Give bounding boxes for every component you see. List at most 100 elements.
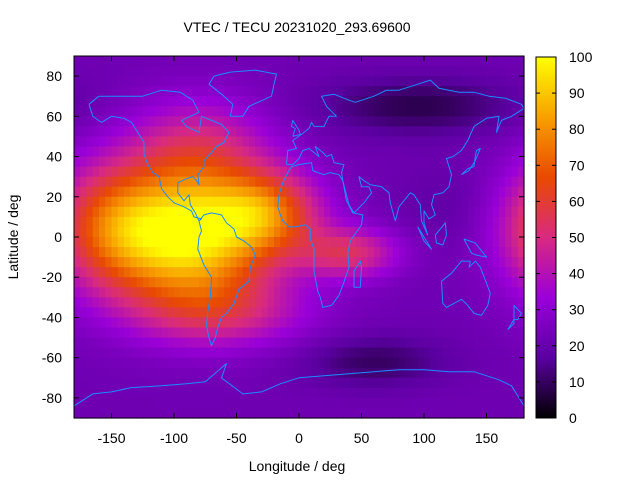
heatmap-cell <box>311 307 319 319</box>
heatmap-cell <box>155 367 163 379</box>
heatmap-cell <box>186 96 194 107</box>
heatmap-cell <box>280 277 288 288</box>
heatmap-cell <box>167 277 175 288</box>
heatmap-cell <box>205 216 213 228</box>
heatmap-cell <box>224 206 231 218</box>
heatmap-cell <box>99 196 106 208</box>
heatmap-cell <box>199 56 206 67</box>
heatmap-cell <box>224 136 231 148</box>
heatmap-cell <box>361 337 369 349</box>
heatmap-cell <box>274 136 281 148</box>
heatmap-cell <box>305 116 313 127</box>
heatmap-cell <box>355 247 363 258</box>
heatmap-cell <box>517 357 525 369</box>
heatmap-cell <box>449 407 456 419</box>
heatmap-cell <box>324 377 331 389</box>
heatmap-cell <box>392 116 400 127</box>
heatmap-cell <box>486 387 494 399</box>
heatmap-cell <box>392 66 400 77</box>
heatmap-cell <box>267 96 275 107</box>
heatmap-cell <box>517 247 525 258</box>
heatmap-cell <box>305 267 313 278</box>
heatmap-cell <box>455 206 463 218</box>
heatmap-cell <box>117 66 125 77</box>
heatmap-cell <box>386 216 394 228</box>
heatmap-cell <box>505 307 513 319</box>
heatmap-cell <box>499 397 506 409</box>
heatmap-cell <box>161 407 169 419</box>
heatmap-cell <box>392 297 400 308</box>
heatmap-cell <box>311 206 319 218</box>
heatmap-cell <box>205 257 213 268</box>
heatmap-cell <box>517 257 525 268</box>
heatmap-cell <box>405 347 413 359</box>
heatmap-cell <box>261 56 269 67</box>
heatmap-cell <box>249 216 256 228</box>
heatmap-cell <box>261 287 269 298</box>
heatmap-cell <box>167 367 175 379</box>
heatmap-cell <box>374 206 381 218</box>
heatmap-cell <box>405 407 413 419</box>
heatmap-cell <box>417 96 425 107</box>
heatmap-cell <box>442 176 450 188</box>
heatmap-cell <box>80 337 88 349</box>
heatmap-cell <box>317 267 325 278</box>
heatmap-cell <box>161 307 169 319</box>
heatmap-cell <box>86 156 94 168</box>
heatmap-cell <box>336 56 344 67</box>
heatmap-cell <box>455 397 463 409</box>
heatmap-cell <box>336 126 344 138</box>
heatmap-cell <box>474 106 481 117</box>
heatmap-cell <box>299 196 306 208</box>
heatmap-cell <box>380 337 388 349</box>
heatmap-cell <box>242 377 250 389</box>
heatmap-cell <box>480 357 488 369</box>
heatmap-cell <box>499 156 506 168</box>
heatmap-cell <box>274 116 281 127</box>
heatmap-cell <box>417 126 425 138</box>
heatmap-cell <box>149 196 156 208</box>
heatmap-cell <box>192 257 200 268</box>
heatmap-cell <box>330 186 338 198</box>
heatmap-cell <box>492 287 500 298</box>
heatmap-cell <box>405 116 413 127</box>
heatmap-cell <box>92 126 100 138</box>
heatmap-cell <box>386 397 394 409</box>
heatmap-cell <box>130 196 138 208</box>
heatmap-cell <box>274 146 281 158</box>
heatmap-cell <box>249 176 256 188</box>
heatmap-cell <box>349 66 356 77</box>
heatmap-cell <box>292 186 300 198</box>
heatmap-cell <box>180 126 188 138</box>
heatmap-cell <box>155 317 163 329</box>
heatmap-cell <box>392 277 400 288</box>
heatmap-cell <box>486 267 494 278</box>
heatmap-cell <box>324 337 331 349</box>
heatmap-cell <box>286 297 294 308</box>
heatmap-cell <box>505 327 513 339</box>
heatmap-cell <box>255 56 263 67</box>
heatmap-cell <box>205 397 213 409</box>
heatmap-cell <box>274 407 281 419</box>
heatmap-cell <box>80 407 88 419</box>
heatmap-cell <box>155 287 163 298</box>
heatmap-cell <box>86 106 94 117</box>
heatmap-cell <box>280 86 288 97</box>
heatmap-cell <box>249 347 256 359</box>
heatmap-cell <box>105 76 113 87</box>
heatmap-cell <box>280 367 288 379</box>
heatmap-cell <box>486 106 494 117</box>
heatmap-cell <box>161 347 169 359</box>
heatmap-cell <box>217 377 225 389</box>
heatmap-cell <box>492 166 500 178</box>
heatmap-cell <box>374 297 381 308</box>
heatmap-cell <box>374 156 381 168</box>
heatmap-cell <box>480 186 488 198</box>
heatmap-cell <box>336 136 344 148</box>
heatmap-cell <box>105 297 113 308</box>
heatmap-cell <box>436 407 444 419</box>
heatmap-cell <box>155 156 163 168</box>
heatmap-cell <box>392 347 400 359</box>
heatmap-cell <box>255 216 263 228</box>
heatmap-cell <box>286 156 294 168</box>
